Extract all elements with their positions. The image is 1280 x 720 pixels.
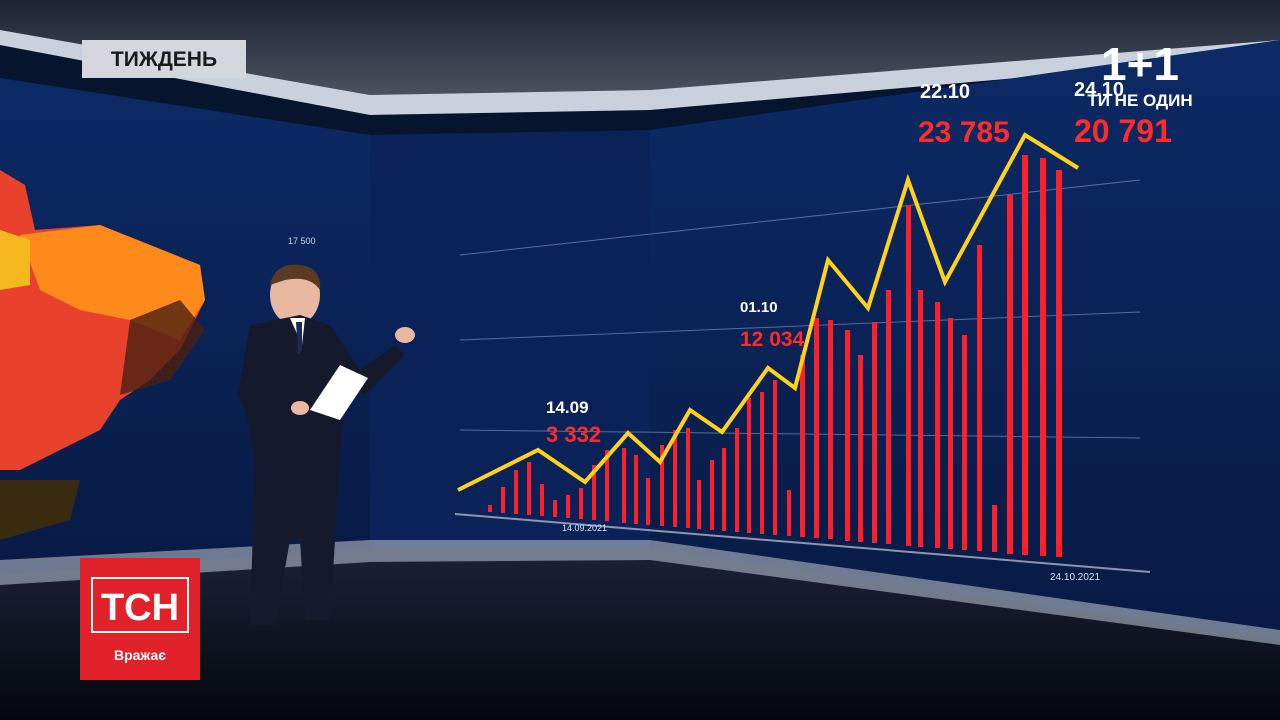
program-badge: ТИЖДЕНЬ: [82, 40, 246, 78]
channel-slogan: ТИ НЕ ОДИН: [1087, 91, 1192, 110]
axis-end: 24.10.2021: [1050, 572, 1100, 583]
annotation-value: 3 332: [546, 422, 601, 447]
annotation-date: 24.10: [1074, 79, 1124, 101]
annotations: 14.09 3 332 01.10 12 034 22.10 23 785 24…: [546, 79, 1172, 447]
annotation-value: 23 785: [918, 116, 1010, 149]
annotation-date: 01.10: [740, 299, 778, 316]
annotation-date: 22.10: [920, 81, 970, 103]
map-label: 17 500: [288, 236, 316, 246]
show-logo: ТСН Вражає: [80, 558, 200, 680]
channel-logo: 1+1 ТИ НЕ ОДИН: [1087, 38, 1192, 110]
axis-start: 14.09.2021: [562, 523, 607, 533]
annotation-value: 12 034: [740, 328, 805, 351]
channel-name: 1+1: [1101, 38, 1179, 90]
presenter: [238, 264, 415, 625]
trend-line: [457, 132, 1080, 492]
show-tagline: Вражає: [114, 647, 166, 663]
show-name: ТСН: [101, 587, 179, 629]
map: 17 500: [0, 170, 316, 540]
bars: [488, 155, 1062, 557]
annotation-value: 20 791: [1074, 113, 1172, 149]
annotation-date: 14.09: [546, 398, 589, 417]
program-title: ТИЖДЕНЬ: [111, 48, 217, 71]
